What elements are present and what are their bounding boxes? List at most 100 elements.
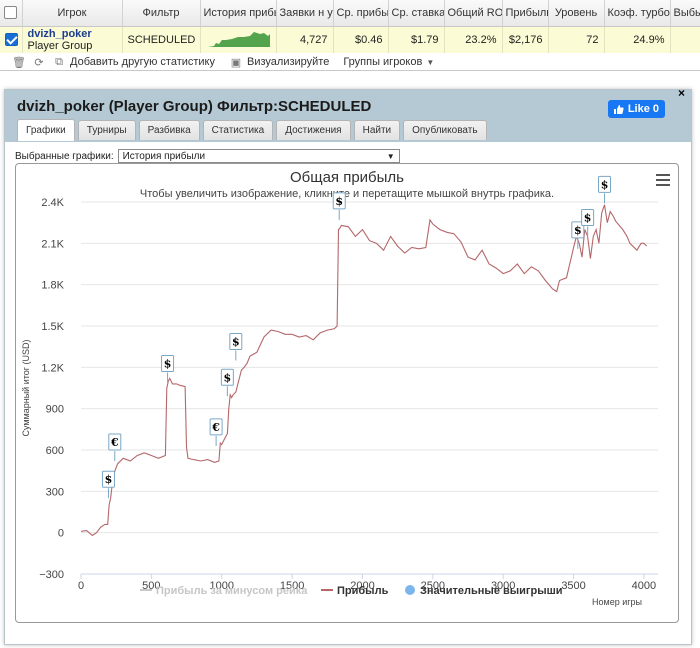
y-tick-label: −300 <box>39 569 64 581</box>
x-tick-label: 3000 <box>491 580 515 592</box>
player-cell[interactable]: dvizh_poker Player Group <box>22 26 123 53</box>
visualize-button[interactable]: ▣ Визуализируйте <box>229 56 330 69</box>
chart-subtitle: Чтобы увеличить изображение, кликните и … <box>139 188 555 200</box>
profit-chart[interactable]: Общая прибыль Чтобы увеличить изображени… <box>15 163 679 623</box>
tab-breakdown[interactable]: Разбивка <box>138 120 200 140</box>
header-row: Игрок Фильтр История прибыл Заявки н у С… <box>0 0 700 27</box>
chart-menu-icon[interactable] <box>656 174 670 189</box>
legend-bigwins-swatch <box>405 585 415 595</box>
graph-select-value: История прибыли <box>122 150 206 162</box>
big-win-marker: $ <box>571 221 585 249</box>
col-header-buyout[interactable]: Выбы <box>670 0 700 27</box>
filter-cell: SCHEDULED <box>122 26 201 53</box>
flag-box <box>209 418 223 436</box>
col-header-avg-stake[interactable]: Ср. ставка <box>388 0 445 27</box>
col-header-profit-history[interactable]: История прибыл <box>200 0 277 27</box>
player-type: Player Group <box>27 39 93 52</box>
flag-box <box>101 470 115 488</box>
flag-box <box>598 175 612 193</box>
panel-title: dvizh_poker (Player Group) Фильтр:SCHEDU… <box>17 98 372 115</box>
roi-cell: 23.2% <box>444 26 503 53</box>
flag-box <box>571 221 585 239</box>
flag-symbol: $ <box>224 371 232 384</box>
col-header-player[interactable]: Игрок <box>22 0 123 27</box>
y-axis-label: Суммарный итог (USD) <box>21 339 31 436</box>
y-tick-label: 1.2K <box>41 362 64 374</box>
select-all-checkbox[interactable] <box>4 6 18 20</box>
close-icon[interactable]: × <box>677 86 685 100</box>
refresh-icon[interactable]: ⟳ <box>34 56 44 69</box>
tab-publish[interactable]: Опубликовать <box>403 120 487 140</box>
row-select-cell[interactable] <box>0 26 23 53</box>
y-tick-label: 2.4K <box>41 197 64 209</box>
tab-tournaments[interactable]: Турниры <box>77 120 136 140</box>
tab-find[interactable]: Найти <box>353 120 401 140</box>
col-header-profit[interactable]: Прибыль <box>502 0 549 27</box>
profit-sparkline[interactable] <box>206 28 272 48</box>
big-win-marker: $ <box>598 175 612 204</box>
legend-bigwins-label: Значительные выигрыши <box>420 585 563 597</box>
trash-icon[interactable]: 🗑 <box>12 56 26 69</box>
panel-header: dvizh_poker (Player Group) Фильтр:SCHEDU… <box>5 86 691 142</box>
col-header-turbo[interactable]: Коэф. турбо <box>604 0 671 27</box>
select-all-cell[interactable] <box>0 0 23 27</box>
tab-statistics[interactable]: Статистика <box>202 120 274 140</box>
col-header-filter[interactable]: Фильтр <box>122 0 201 27</box>
flag-symbol: $ <box>164 357 172 370</box>
legend-rake-label: Прибыль за минусом рейка <box>156 585 308 597</box>
flag-symbol: $ <box>335 195 343 208</box>
col-header-roi[interactable]: Общий ROI <box>444 0 503 27</box>
y-tick-label: 900 <box>46 404 64 416</box>
flag-box <box>220 368 234 386</box>
visualize-label: Визуализируйте <box>247 56 330 68</box>
chevron-down-icon: ▼ <box>386 151 395 161</box>
col-header-entries[interactable]: Заявки н у <box>276 0 334 27</box>
flag-box <box>161 354 175 372</box>
player-grid: Игрок Фильтр История прибыл Заявки н у С… <box>0 0 700 71</box>
grid-toolbar: 🗑 ⟳ ⧉ Добавить другую статистику ▣ Визуа… <box>0 53 700 71</box>
table-row[interactable]: dvizh_poker Player Group SCHEDULED 4,727… <box>0 26 700 53</box>
flag-symbol: $ <box>574 224 582 237</box>
avg-profit-cell: $0.46 <box>333 26 389 53</box>
player-name-link[interactable]: dvizh_poker <box>27 27 92 40</box>
tab-achievements[interactable]: Достижения <box>276 120 351 140</box>
flag-symbol: $ <box>232 335 240 348</box>
player-groups-label: Группы игроков <box>343 56 423 68</box>
y-tick-label: 1.5K <box>41 321 64 333</box>
big-win-marker: € <box>209 418 223 446</box>
player-groups-dropdown[interactable]: Группы игроков ▼ <box>343 56 434 68</box>
tab-graphs[interactable]: Графики <box>17 119 75 141</box>
x-tick-label: 2500 <box>421 580 445 592</box>
thumbs-up-icon <box>613 104 624 114</box>
y-tick-label: 300 <box>46 486 64 498</box>
big-win-marker: $ <box>332 192 346 220</box>
like-label: Like 0 <box>627 103 659 115</box>
y-tick-label: 0 <box>58 528 64 540</box>
sparkline-cell[interactable] <box>200 26 277 53</box>
x-tick-label: 0 <box>78 580 84 592</box>
chart-legend: Прибыль за минусом рейка Прибыль Значитель… <box>140 585 563 597</box>
big-win-marker: $ <box>229 332 243 361</box>
level-cell: 72 <box>548 26 605 53</box>
big-win-marker: $ <box>581 208 595 237</box>
big-win-marker: $ <box>101 470 115 499</box>
row-checkbox[interactable] <box>5 33 18 47</box>
buyout-cell <box>670 26 700 53</box>
stats-table: Игрок Фильтр История прибыл Заявки н у С… <box>0 0 700 53</box>
col-header-avg-profit[interactable]: Ср. прибы <box>333 0 389 27</box>
col-header-level[interactable]: Уровень <box>548 0 605 27</box>
y-tick-label: 2.1K <box>41 238 64 250</box>
turbo-cell: 24.9% <box>604 26 671 53</box>
big-win-marker: € <box>108 433 122 462</box>
flag-symbol: € <box>110 436 119 449</box>
facebook-like-button[interactable]: Like 0 <box>607 100 665 118</box>
columns-icon: ⧉ <box>55 55 63 68</box>
flag-symbol: $ <box>601 178 609 191</box>
graph-select[interactable]: История прибыли ▼ <box>117 149 400 163</box>
big-win-marker: $ <box>220 368 234 397</box>
profit-cell: $2,176 <box>502 26 549 53</box>
add-stats-button[interactable]: ⧉ Добавить другую статистику <box>52 56 215 69</box>
flag-box <box>581 208 595 226</box>
x-tick-label: 1000 <box>209 580 233 592</box>
